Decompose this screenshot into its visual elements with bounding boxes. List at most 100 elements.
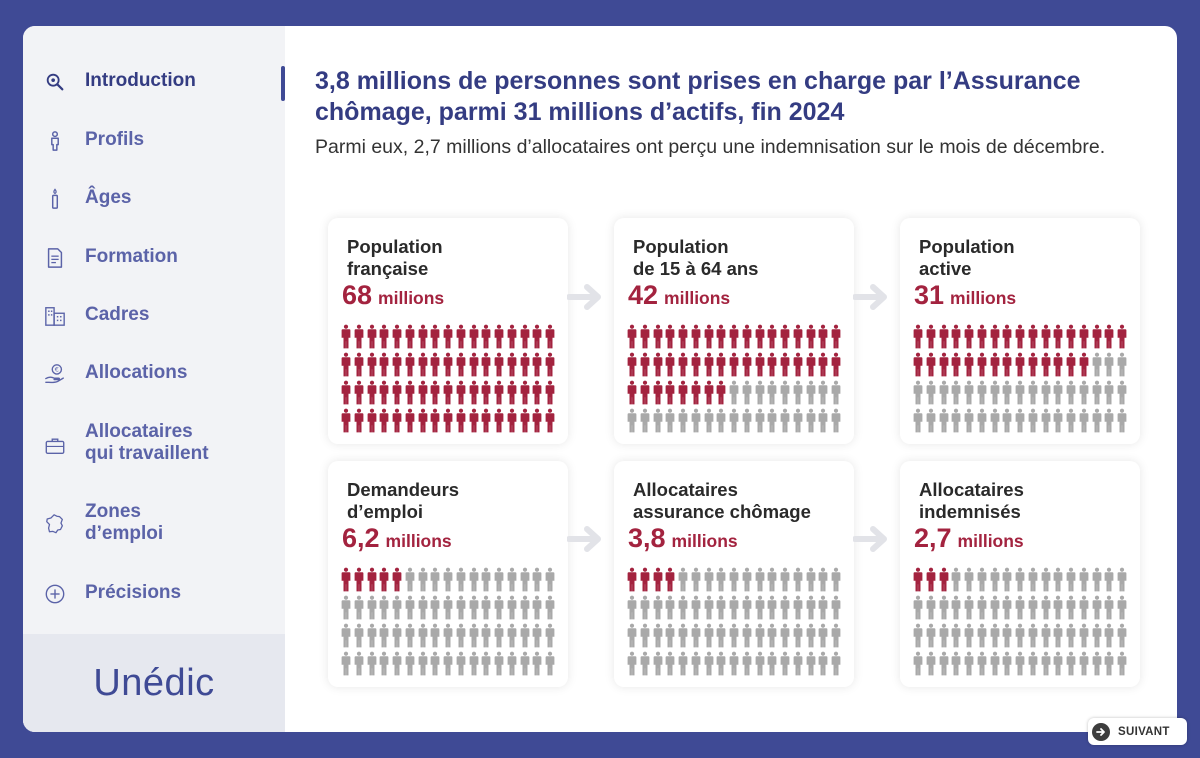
person-figure-empty	[418, 595, 427, 620]
person-figure-empty	[418, 651, 427, 676]
person-figure-filled	[494, 408, 504, 433]
person-figure-filled	[704, 352, 713, 377]
person-figure-empty	[545, 567, 555, 592]
person-figure-empty	[913, 408, 923, 433]
card-value-unit: millions	[664, 288, 731, 308]
person-figure-filled	[926, 324, 936, 349]
person-figure-empty	[1104, 380, 1114, 405]
person-figure-empty	[520, 651, 529, 676]
person-figure-empty	[977, 595, 987, 620]
person-figure-filled	[1028, 352, 1038, 377]
person-figure-empty	[990, 651, 999, 676]
arrow-right-icon	[853, 284, 887, 310]
person-figure-empty	[1079, 408, 1089, 433]
person-figure-empty	[990, 595, 999, 620]
person-figure-empty	[831, 408, 841, 433]
person-figure-empty	[1015, 380, 1025, 405]
card-value-unit: millions	[950, 288, 1017, 308]
person-figure-empty	[430, 567, 440, 592]
person-figure-filled	[469, 352, 478, 377]
person-figure-empty	[818, 567, 828, 592]
person-figure-empty	[977, 408, 987, 433]
person-figure-empty	[1092, 651, 1101, 676]
person-figure-filled	[704, 380, 713, 405]
person-figure-empty	[729, 595, 739, 620]
person-figure-empty	[818, 623, 828, 648]
person-figure-empty	[520, 623, 529, 648]
briefcase-icon	[43, 434, 67, 458]
person-figure-empty	[1092, 352, 1101, 377]
person-figure-filled	[494, 352, 504, 377]
person-figure-filled	[392, 352, 402, 377]
person-figure-filled	[1041, 352, 1050, 377]
person-figure-empty	[793, 595, 803, 620]
person-figure-empty	[1092, 567, 1101, 592]
person-figure-filled	[653, 324, 662, 349]
person-figure-filled	[1053, 352, 1063, 377]
person-figure-empty	[494, 651, 504, 676]
person-figure-empty	[469, 623, 478, 648]
person-figure-empty	[379, 623, 389, 648]
person-figure-filled	[341, 352, 351, 377]
page-subtitle: Parmi eux, 2,7 millions d’allocataires o…	[315, 136, 1106, 158]
person-figure-filled	[443, 408, 453, 433]
person-figure-empty	[367, 595, 376, 620]
person-figure-empty	[977, 651, 987, 676]
person-figure-filled	[1041, 324, 1050, 349]
person-figure-empty	[1092, 595, 1101, 620]
person-figure-empty	[1079, 651, 1089, 676]
person-figure-empty	[481, 651, 491, 676]
person-figure-filled	[545, 352, 555, 377]
person-figure-empty	[1053, 408, 1063, 433]
person-figure-empty	[678, 623, 688, 648]
person-figure-filled	[367, 380, 376, 405]
person-figure-empty	[793, 651, 803, 676]
person-figure-empty	[430, 651, 440, 676]
person-figure-filled	[1015, 352, 1025, 377]
person-figure-empty	[405, 595, 415, 620]
person-figure-empty	[729, 380, 739, 405]
stat-card-population-francaise: Population française 68 millions	[328, 218, 568, 444]
person-figure-empty	[456, 623, 466, 648]
person-figure-empty	[494, 623, 504, 648]
person-figure-empty	[627, 595, 637, 620]
unedic-logo: Unédic	[93, 661, 215, 704]
person-figure-empty	[443, 567, 453, 592]
person-figure-empty	[1117, 567, 1127, 592]
person-figure-filled	[481, 324, 491, 349]
person-figure-empty	[926, 623, 936, 648]
person-figure-empty	[990, 380, 999, 405]
person-figure-empty	[532, 567, 542, 592]
person-figure-empty	[793, 623, 803, 648]
person-figure-empty	[532, 623, 542, 648]
person-figure-empty	[1117, 651, 1127, 676]
person-figure-empty	[780, 567, 790, 592]
person-figure-filled	[354, 567, 364, 592]
person-figure-empty	[704, 567, 713, 592]
person-figure-filled	[627, 324, 637, 349]
person-figure-empty	[405, 567, 415, 592]
person-figure-empty	[354, 595, 364, 620]
person-figure-filled	[939, 567, 948, 592]
person-figure-empty	[793, 567, 803, 592]
person-figure-filled	[367, 352, 376, 377]
person-figure-empty	[793, 380, 803, 405]
person-figure-empty	[1015, 567, 1025, 592]
person-figure-filled	[951, 352, 961, 377]
person-figure-empty	[640, 651, 650, 676]
person-figure-filled	[392, 567, 402, 592]
person-figure-empty	[939, 623, 948, 648]
person-figure-filled	[716, 324, 726, 349]
next-button[interactable]: SUIVANT	[1088, 718, 1187, 745]
person-figure-empty	[704, 595, 713, 620]
card-value-number: 6,2	[342, 523, 380, 553]
person-figure-empty	[640, 623, 650, 648]
person-figure-empty	[1066, 623, 1076, 648]
arrow-right-icon	[567, 526, 601, 552]
person-figure-empty	[729, 408, 739, 433]
card-value-number: 2,7	[914, 523, 952, 553]
building-icon	[43, 304, 67, 328]
person-figure-empty	[1092, 623, 1101, 648]
person-figure-empty	[354, 651, 364, 676]
person-figure-filled	[755, 352, 764, 377]
